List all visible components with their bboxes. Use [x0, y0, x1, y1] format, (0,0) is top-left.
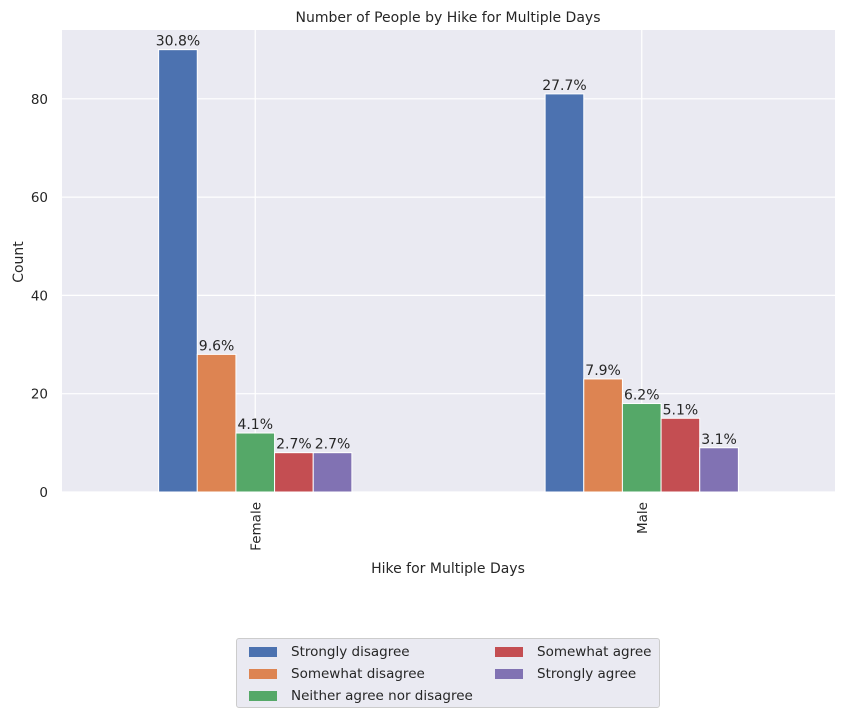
legend-label: Somewhat agree	[537, 644, 652, 660]
legend-item: Somewhat disagree	[249, 665, 425, 683]
bars	[158, 49, 739, 493]
bar	[699, 447, 739, 493]
bar-value-label: 27.7%	[542, 78, 586, 94]
bar-value-label: 6.2%	[624, 388, 660, 404]
legend-label: Strongly agree	[537, 666, 637, 682]
legend-swatch	[495, 669, 523, 679]
legend-label: Somewhat disagree	[291, 666, 425, 682]
bar-value-label: 5.1%	[663, 402, 699, 418]
bar	[158, 49, 198, 493]
legend-label: Neither agree nor disagree	[291, 688, 473, 704]
bar-value-label: 2.7%	[315, 437, 351, 453]
legend-swatch	[495, 647, 523, 657]
x-tick-label: Female	[248, 502, 264, 551]
legend-item: Somewhat agree	[495, 643, 651, 661]
bar	[621, 403, 662, 493]
legend-swatch	[249, 691, 277, 701]
legend-item: Neither agree nor disagree	[249, 687, 473, 705]
x-tick-label: Male	[635, 502, 651, 534]
legend-item: Strongly disagree	[249, 643, 410, 661]
y-axis-label: Count	[11, 241, 27, 283]
legend-swatch	[249, 647, 277, 657]
bar	[312, 452, 353, 493]
y-tick-label: 20	[31, 387, 48, 403]
legend-item: Strongly agree	[495, 665, 636, 683]
legend: Strongly disagree Somewhat disagree Neithe…	[236, 638, 660, 708]
bar-value-label: 2.7%	[276, 437, 312, 453]
y-axis-ticks: 0 20 40 60 80	[31, 92, 48, 501]
y-tick-label: 0	[39, 485, 48, 501]
bar	[274, 452, 314, 493]
bar	[660, 417, 701, 493]
bar-value-label: 3.1%	[701, 432, 737, 448]
bar-value-label: 9.6%	[199, 338, 235, 354]
legend-swatch	[249, 669, 277, 679]
x-axis-ticks: Female Male	[248, 502, 651, 551]
bar	[544, 93, 585, 493]
y-tick-label: 80	[31, 92, 48, 108]
bar-labels: 30.8% 27.7% 9.6% 7.9% 4.1% 6.2% 2.7% 5.1% 2.7% 3.…	[156, 34, 737, 453]
bar	[196, 353, 237, 493]
y-tick-label: 40	[31, 288, 48, 304]
chart-title: Number of People by Hike for Multiple Da…	[295, 10, 600, 26]
bar	[583, 378, 623, 493]
y-tick-label: 60	[31, 190, 48, 206]
bar	[235, 432, 276, 493]
bar-value-label: 4.1%	[237, 417, 273, 433]
x-axis-label: Hike for Multiple Days	[371, 561, 525, 577]
bar-value-label: 7.9%	[585, 363, 621, 379]
legend-label: Strongly disagree	[291, 644, 410, 660]
bar-value-label: 30.8%	[156, 34, 200, 50]
